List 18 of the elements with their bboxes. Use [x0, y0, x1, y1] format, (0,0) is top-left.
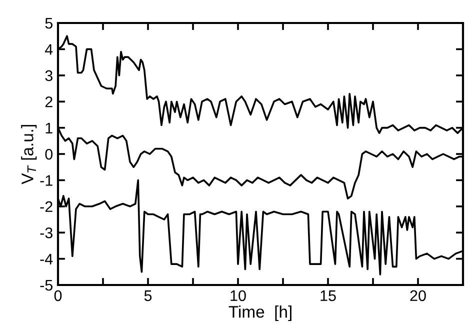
y-tick-label: 5	[45, 18, 52, 29]
x-tick-label: 10	[230, 290, 246, 302]
y-tick-label: -1	[40, 175, 52, 186]
x-tick-label: 15	[320, 290, 336, 302]
y-axis-title: V$_{T}$ [a.u.]	[21, 124, 37, 184]
x-tick-label: 5	[144, 290, 152, 302]
x-tick-label: 0	[54, 290, 62, 302]
y-tick-label: 4	[44, 44, 53, 55]
y-tick-label: 2	[45, 96, 52, 108]
y-tick-label: -2	[40, 201, 52, 212]
y-tick-label: 1	[46, 122, 52, 134]
y-tick-label: 0	[45, 148, 53, 160]
x-tick-label: 20	[410, 290, 426, 302]
y-tick-label: 3	[45, 70, 52, 82]
x-axis-title: Time [h]	[228, 305, 292, 322]
y-tick-label: -3	[40, 227, 52, 238]
y-tick-label: -4	[40, 254, 53, 264]
y-tick-label: -5	[40, 280, 52, 291]
